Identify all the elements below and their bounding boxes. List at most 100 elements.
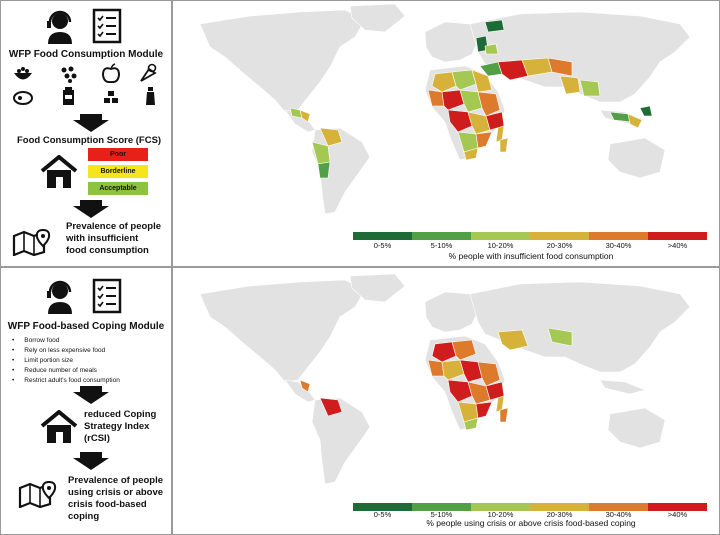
landmass-europe xyxy=(424,21,481,63)
legend-swatch xyxy=(589,503,648,511)
highlighted-country xyxy=(627,113,643,129)
highlighted-country xyxy=(459,89,483,113)
fcs-score-title: Food Consumption Score (FCS) xyxy=(17,135,162,146)
legend-label: 30-40% xyxy=(605,510,632,519)
highlighted-country xyxy=(431,71,457,93)
household-icon xyxy=(40,410,78,443)
landmass-asia xyxy=(469,281,691,373)
rcsi-line: Strategy Index xyxy=(84,421,150,432)
highlighted-country xyxy=(499,407,509,423)
coping-strategy-list: Borrow food Rely on less expensive food … xyxy=(12,336,120,386)
legend-label: 20-30% xyxy=(546,241,573,250)
highlighted-country xyxy=(497,59,529,81)
sugar-cubes-icon xyxy=(104,91,118,103)
flow-arrow-stem xyxy=(80,114,102,120)
coping-prevalence-text: Prevalence of people using crisis or abo… xyxy=(68,475,163,523)
highlighted-country xyxy=(484,19,505,33)
highlighted-country xyxy=(559,75,581,95)
coping-prevalence-line: crisis food-based xyxy=(68,499,147,510)
rcsi-line: (rCSI) xyxy=(84,433,110,444)
legend-swatch xyxy=(471,232,530,240)
meat-icon xyxy=(13,91,33,105)
coping-prevalence-line: coping xyxy=(68,511,100,522)
legend-swatch xyxy=(412,232,471,240)
flow-arrow-head xyxy=(73,206,109,218)
highlighted-country xyxy=(319,127,343,147)
fcs-legend-bar xyxy=(353,232,707,240)
highlighted-country xyxy=(451,69,477,91)
highlighted-country xyxy=(451,339,477,361)
legend-swatch xyxy=(471,503,530,511)
highlighted-country xyxy=(441,359,465,381)
map-pin-icon xyxy=(18,480,57,508)
fcs-prevalence-line: Prevalence of people xyxy=(66,221,162,232)
highlighted-country xyxy=(639,105,653,117)
cereal-bowl-icon xyxy=(14,67,32,80)
highlighted-country xyxy=(431,341,457,363)
legend-label: 5-10% xyxy=(430,241,453,250)
highlighted-country xyxy=(471,69,493,93)
highlighted-country xyxy=(475,401,493,419)
legend-label: >40% xyxy=(667,241,688,250)
highlighted-country xyxy=(477,91,501,117)
highlighted-country xyxy=(319,397,343,417)
apple-icon xyxy=(101,63,121,83)
legend-label: 10-20% xyxy=(487,241,514,250)
highlighted-country xyxy=(477,361,501,387)
highlighted-country xyxy=(467,381,491,405)
legend-label: 10-20% xyxy=(487,510,514,519)
highlighted-country xyxy=(484,43,499,55)
fcs-prevalence-line: food consumption xyxy=(66,245,149,256)
coping-prevalence-line: Prevalence of people xyxy=(68,475,164,486)
legend-label: 20-30% xyxy=(546,510,573,519)
flow-arrow-stem xyxy=(80,200,102,206)
highlighted-country xyxy=(579,79,601,97)
highlighted-country xyxy=(547,327,573,347)
legend-swatch xyxy=(648,503,707,511)
highlighted-country xyxy=(441,89,465,111)
coping-strategy-item: Rely on less expensive food xyxy=(12,346,120,356)
landmass-north-america xyxy=(199,279,366,383)
fcs-legend-title: % people with insufficient food consumpt… xyxy=(448,251,614,261)
landmass-greenland xyxy=(349,273,406,303)
legend-swatch xyxy=(530,503,589,511)
coping-world-map xyxy=(199,273,691,485)
flow-arrow-head xyxy=(73,392,109,404)
legend-label: 0-5% xyxy=(373,510,392,519)
legend-label: 5-10% xyxy=(430,510,453,519)
legend-swatch xyxy=(412,503,471,511)
rcsi-text: reduced Coping Strategy Index (rCSI) xyxy=(84,409,156,445)
fcs-legend-labels: 0-5% 5-10% 10-20% 20-30% 30-40% >40% xyxy=(353,241,707,250)
highlighted-country xyxy=(499,137,509,153)
milk-carton-icon xyxy=(63,87,74,105)
vegetables-icon xyxy=(140,63,157,82)
fcs-prevalence-line: with insufficient xyxy=(66,233,139,244)
oil-bottle-icon xyxy=(146,87,155,105)
map-pin-icon xyxy=(12,228,51,256)
highlighted-country xyxy=(475,131,493,149)
coping-module-title: WFP Food-based Coping Module xyxy=(7,321,165,332)
landmass-australia xyxy=(607,407,666,449)
flow-arrow-head xyxy=(73,120,109,132)
fcs-prevalence-text: Prevalence of people with insufficient f… xyxy=(66,221,161,257)
legend-label: 0-5% xyxy=(373,241,392,250)
highlighted-country xyxy=(467,111,491,135)
fcs-poor-label: Poor xyxy=(110,151,126,158)
legend-swatch xyxy=(589,232,648,240)
landmass-australia xyxy=(607,137,666,179)
landmass-indonesia xyxy=(599,379,646,395)
fcs-module-title: WFP Food Consumption Module xyxy=(8,49,164,60)
coping-strategy-item: Reduce number of meals xyxy=(12,366,120,376)
checklist-icon xyxy=(92,278,122,314)
fcs-world-map xyxy=(199,3,691,215)
coping-prevalence-line: using crisis or above xyxy=(68,487,164,498)
fcs-poor-box: Poor xyxy=(88,148,148,161)
highlighted-country xyxy=(447,379,473,403)
coping-strategy-item: Limit portion size xyxy=(12,356,120,366)
coping-legend-bar xyxy=(353,503,707,511)
flow-arrow-stem xyxy=(80,386,102,392)
highlighted-country xyxy=(547,57,573,77)
highlighted-country xyxy=(463,417,479,431)
fcs-borderline-label: Borderline xyxy=(100,168,136,175)
highlighted-country xyxy=(299,379,311,393)
